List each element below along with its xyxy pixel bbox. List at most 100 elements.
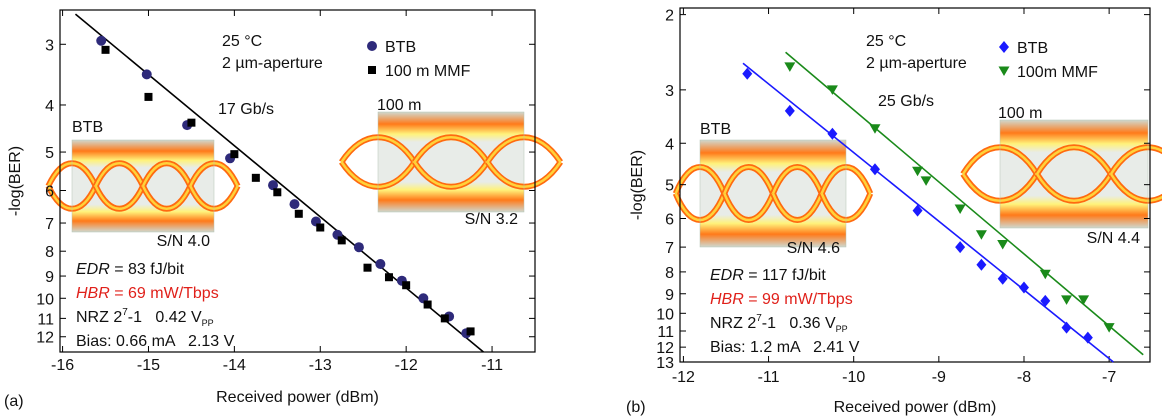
data-point: [385, 273, 393, 281]
panel-label: (b): [626, 399, 646, 416]
nrz-rest: -1 0.42 V: [128, 309, 202, 326]
y-tick-label: 9: [665, 287, 674, 304]
y-axis-label: -log(BER): [7, 146, 24, 216]
data-point: [338, 236, 346, 244]
x-tick-label: -11: [758, 369, 780, 386]
eye-label: S/N 4.6: [787, 240, 840, 257]
data-point: [467, 327, 475, 335]
temperature-label: 25 °C: [866, 33, 906, 50]
x-tick-label: -15: [137, 357, 160, 374]
data-point: [424, 301, 432, 309]
data-point: [295, 210, 303, 218]
legend-marker: [367, 41, 377, 51]
data-point: [96, 36, 106, 46]
y-tick-label: 8: [665, 265, 674, 282]
eye-label: BTB: [700, 121, 731, 138]
edr-label: EDR: [710, 267, 744, 284]
data-point: [289, 199, 299, 209]
data-point: [921, 176, 932, 186]
x-axis-label: Received power (dBm): [216, 389, 379, 406]
eye-label: S/N 4.4: [1087, 230, 1140, 247]
x-tick-label: -12: [395, 357, 418, 374]
edr-label: EDR: [76, 261, 110, 278]
eye-label: 100 m: [998, 105, 1042, 122]
x-tick-label: -14: [223, 357, 246, 374]
data-point: [364, 264, 372, 272]
x-tick-label: -9: [932, 369, 946, 386]
data-point: [997, 240, 1008, 250]
data-point: [252, 174, 260, 182]
y-tick-label: 8: [45, 244, 54, 261]
nrz-text: NRZ 2: [76, 309, 122, 326]
legend-marker: [999, 67, 1010, 77]
y-tick-label: 7: [45, 216, 54, 233]
eye-label: 100 m: [377, 97, 421, 114]
y-tick-label: 11: [37, 311, 54, 328]
x-tick-label: -12: [672, 369, 695, 386]
data-point: [102, 46, 110, 54]
y-tick-label: 5: [45, 145, 54, 162]
edr-value: = 83 fJ/bit: [110, 261, 185, 278]
hbr-label: HBR: [710, 291, 744, 308]
y-tick-label: 2: [665, 8, 674, 25]
data-point: [187, 119, 195, 127]
data-point: [142, 69, 152, 79]
x-tick-label: -7: [1102, 369, 1116, 386]
y-axis-label: -log(BER): [629, 150, 646, 220]
data-point: [976, 259, 986, 271]
data-point: [955, 204, 966, 214]
eye-diagram-background: [378, 112, 524, 212]
edr-value: = 117 fJ/bit: [744, 267, 827, 284]
y-tick-label: 3: [45, 37, 54, 54]
legend-marker: [999, 41, 1009, 53]
bias-note: Bias: 0.66 mA 2.13 V: [76, 333, 235, 350]
eye-label: BTB: [72, 119, 103, 136]
data-point: [1104, 323, 1115, 333]
nrz-subscript: PP: [202, 318, 214, 328]
rate-label: 17 Gb/s: [218, 101, 274, 118]
data-point: [912, 167, 923, 177]
data-point: [144, 93, 152, 101]
nrz-subscript: PP: [836, 324, 848, 334]
eye-diagram-background: [1000, 120, 1148, 228]
legend-label: BTB: [1017, 40, 1048, 57]
nrz-note: NRZ 27-1 0.42 VPP: [76, 307, 214, 328]
nrz-rest: -1 0.36 V: [762, 315, 836, 332]
data-point: [402, 281, 410, 289]
hbr-value: = 69 mW/Tbps: [110, 285, 219, 302]
panel-label: (a): [4, 393, 24, 410]
eye-label: S/N 3.2: [465, 211, 518, 228]
bias-note: Bias: 1.2 mA 2.41 V: [710, 339, 860, 356]
nrz-note: NRZ 27-1 0.36 VPP: [710, 313, 848, 334]
rate-label: 25 Gb/s: [878, 93, 934, 110]
data-point: [998, 273, 1008, 285]
nrz-text: NRZ 2: [710, 315, 756, 332]
temperature-label: 25 °C: [222, 33, 262, 50]
data-point: [230, 150, 238, 158]
data-point: [1019, 281, 1029, 293]
y-tick-label: 10: [36, 291, 54, 308]
y-tick-label: 4: [45, 98, 54, 115]
legend-label: BTB: [385, 39, 416, 56]
y-tick-label: 4: [665, 136, 674, 153]
data-point: [316, 224, 324, 232]
legend-marker: [368, 66, 376, 74]
data-point: [785, 105, 795, 117]
x-tick-label: -13: [309, 357, 332, 374]
x-tick-label: -11: [481, 357, 503, 374]
legend-label: 100m MMF: [1017, 64, 1098, 81]
hbr-note: HBR = 69 mW/Tbps: [76, 285, 219, 302]
y-tick-label: 9: [45, 269, 54, 286]
figure: -16 -15 -14 -13 -12 -11 3 4 5 6 7 8 9 10 11 12 Received …: [0, 0, 1162, 420]
y-tick-label: 6: [45, 184, 54, 201]
y-tick-label: 10: [656, 306, 674, 323]
aperture-label: 2 µm-aperture: [222, 55, 323, 72]
x-axis-label: Received power (dBm): [834, 399, 997, 416]
x-tick-label: -16: [51, 357, 74, 374]
data-point: [1061, 295, 1072, 305]
edr-note: EDR = 83 fJ/bit: [76, 261, 185, 278]
hbr-label: HBR: [76, 285, 110, 302]
data-point: [1083, 332, 1093, 344]
edr-note: EDR = 117 fJ/bit: [710, 267, 826, 284]
y-tick-label: 12: [36, 330, 54, 347]
